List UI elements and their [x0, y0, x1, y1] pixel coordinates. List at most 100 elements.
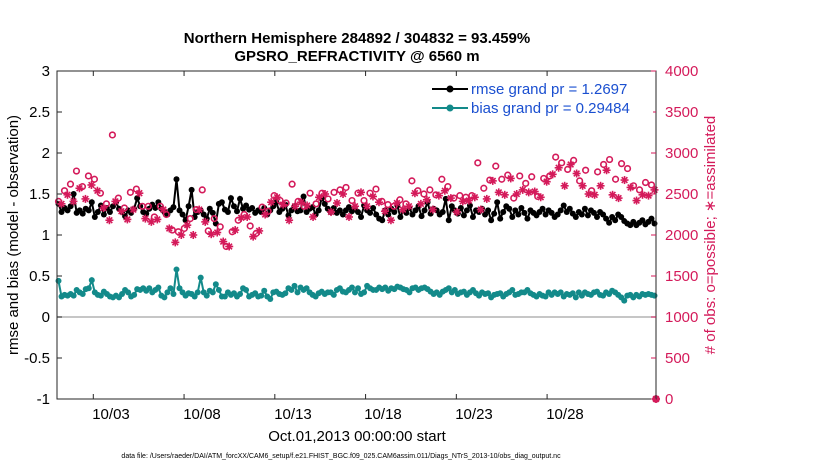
- x-axis-label: Oct.01,2013 00:00:00 start: [268, 428, 446, 445]
- series-point: [282, 290, 289, 297]
- star-stroke: [381, 207, 389, 215]
- obs-assimilated-point: [177, 231, 186, 239]
- obs-assimilated-point: [356, 188, 365, 197]
- series-point: [170, 291, 177, 298]
- obs-assimilated-point: [159, 205, 168, 214]
- obs-possible-point: [360, 196, 368, 205]
- series-point: [439, 209, 446, 216]
- star-stroke: [297, 198, 305, 206]
- star-stroke: [423, 196, 431, 204]
- chart-title-line-2: GPSRO_REFRACTIVITY @ 6560 m: [234, 48, 479, 65]
- obs-assimilated-point: [542, 177, 551, 186]
- series-point: [512, 207, 519, 214]
- star-stroke: [291, 202, 299, 210]
- series-point: [358, 213, 365, 220]
- obs-assimilated-point: [189, 231, 198, 239]
- obs-possible-point: [408, 177, 416, 185]
- star-stroke: [112, 197, 119, 205]
- series-point: [367, 209, 374, 216]
- star-stroke: [441, 187, 449, 195]
- x-ticklabels: 10/03 10/08 10/13 10/18 10/23 10/28: [92, 406, 584, 423]
- obs-assimilated-point: [536, 193, 545, 202]
- star-stroke: [333, 199, 341, 207]
- obs-assimilated-point: [213, 228, 222, 237]
- star-stroke: [501, 191, 509, 199]
- obs-possible-point: [144, 202, 152, 210]
- obs-assimilated-point: [285, 216, 294, 225]
- right-ticklabels: 4000 3500 3000 2500 2000 1500 1000 500 0: [665, 63, 698, 408]
- series-point: [569, 290, 576, 297]
- series-point: [203, 292, 210, 299]
- legend-marker-rmse: [446, 85, 454, 93]
- obs-possible-point: [438, 175, 446, 183]
- obs-assimilated-point: [452, 208, 461, 217]
- series-point: [79, 210, 86, 217]
- obs-assimilated-point: [488, 176, 497, 185]
- obs-assimilated-point: [512, 190, 521, 198]
- series-point: [300, 193, 307, 200]
- star-stroke: [507, 175, 515, 182]
- obs-possible-point: [186, 215, 194, 223]
- xtick-label: 10/28: [546, 406, 584, 423]
- obs-assimilated-point: [219, 237, 228, 246]
- obs-possible-point: [108, 131, 117, 139]
- series-point: [409, 211, 416, 218]
- obs-assimilated-point: [87, 180, 96, 189]
- obs-assimilated-point: [554, 163, 563, 172]
- xtick-label: 10/08: [183, 406, 221, 423]
- series-point: [451, 286, 458, 293]
- obs-assimilated-point: [345, 212, 354, 221]
- series-point: [294, 289, 301, 296]
- series-point: [518, 204, 525, 211]
- obs-assimilated-point: [321, 190, 330, 198]
- left-axis-label: rmse and bias (model - observation): [5, 115, 22, 355]
- left-ticklabels: 3 2.5 2 1.5 1 0.5 0 -0.5 -1: [24, 63, 50, 408]
- star-stroke: [351, 202, 359, 210]
- ytick-left: -1: [37, 391, 50, 408]
- obs-assimilated-point: [458, 197, 467, 206]
- series-point: [560, 202, 567, 209]
- obs-assimilated-point: [506, 174, 515, 183]
- legend-label-bias: bias grand pr = 0.29484: [471, 100, 630, 117]
- series-point: [119, 291, 126, 298]
- series-point: [55, 277, 62, 284]
- obs-possible-point: [306, 189, 314, 197]
- series-point: [258, 292, 265, 299]
- obs-assimilated-point: [464, 196, 473, 205]
- star-stroke: [327, 208, 335, 216]
- series-point: [221, 293, 228, 300]
- series-point: [106, 209, 113, 216]
- series-point: [485, 207, 492, 214]
- star-stroke: [417, 200, 425, 208]
- obs-assimilated-point: [590, 190, 599, 199]
- obs-assimilated-point: [380, 207, 389, 216]
- series-point: [418, 213, 425, 220]
- series-point: [227, 195, 234, 202]
- ytick-right: 500: [665, 350, 690, 367]
- series-point: [330, 204, 337, 211]
- series-point: [572, 294, 579, 301]
- star-stroke: [309, 213, 317, 221]
- series-point: [109, 203, 116, 210]
- star-stroke: [267, 198, 275, 206]
- star-stroke: [459, 197, 467, 205]
- obs-assimilated-point: [339, 190, 348, 198]
- series-point: [445, 217, 452, 224]
- star-stroke: [100, 204, 107, 212]
- obs-possible-point: [210, 215, 218, 223]
- series-point: [509, 213, 516, 220]
- obs-assimilated-point: [255, 226, 264, 235]
- obs-assimilated-point: [572, 169, 581, 178]
- obs-assimilated-point: [476, 205, 485, 214]
- star-stroke: [273, 193, 281, 201]
- series-point: [590, 209, 597, 216]
- obs-assimilated-point: [500, 190, 509, 199]
- series-point: [355, 285, 362, 292]
- ytick-right: 1000: [665, 309, 698, 326]
- star-stroke: [579, 182, 587, 190]
- obs-possible-point: [641, 178, 650, 187]
- obs-assimilated-point: [297, 198, 306, 207]
- obs-possible-point: [330, 188, 338, 196]
- obs-possible-point: [126, 188, 134, 196]
- series-point: [237, 291, 244, 298]
